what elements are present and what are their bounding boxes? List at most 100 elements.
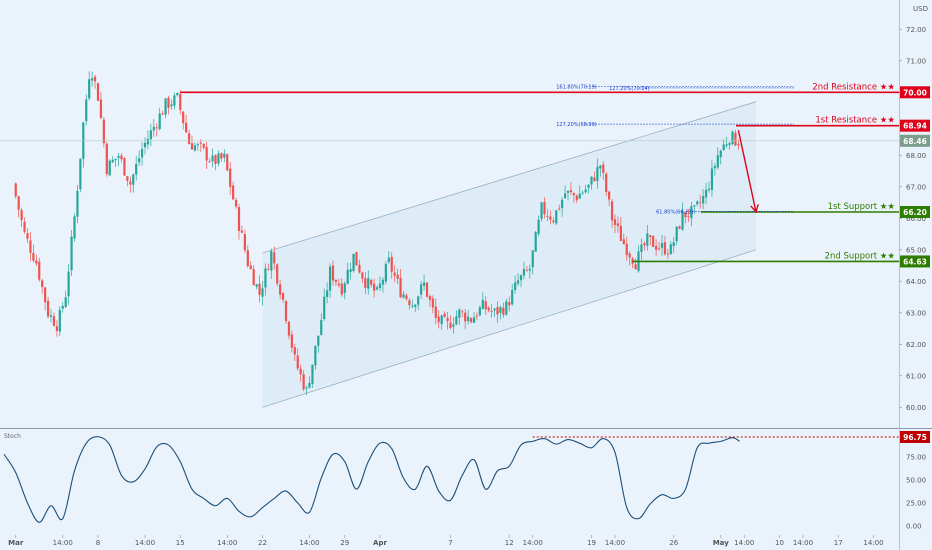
candle-down[interactable]: [187, 133, 191, 145]
candle-down[interactable]: [182, 111, 185, 124]
candle-up[interactable]: [261, 288, 264, 297]
candle-up[interactable]: [669, 244, 672, 255]
candle-up[interactable]: [493, 308, 496, 311]
stoch-pane[interactable]: [3, 436, 899, 523]
candle-down[interactable]: [484, 301, 487, 310]
candle-down[interactable]: [687, 216, 690, 217]
candle-up[interactable]: [702, 195, 705, 204]
price-axis[interactable]: 60.00 61.00 62.00 63.00 64.00 65.00 66.00 67.00…: [899, 26, 930, 531]
candle-up[interactable]: [193, 145, 197, 151]
candle-down[interactable]: [279, 284, 282, 295]
candle-up[interactable]: [587, 184, 590, 188]
candle-up[interactable]: [511, 290, 514, 305]
candle-up[interactable]: [158, 113, 161, 130]
candle-up[interactable]: [264, 268, 267, 288]
candle-up[interactable]: [646, 233, 649, 246]
candle-down[interactable]: [525, 269, 528, 271]
candle-up[interactable]: [728, 143, 731, 145]
candle-down[interactable]: [552, 220, 555, 223]
candle-down[interactable]: [290, 334, 293, 348]
candle-up[interactable]: [211, 155, 214, 162]
candle-up[interactable]: [149, 130, 152, 140]
candle-down[interactable]: [155, 127, 158, 129]
candle-up[interactable]: [85, 99, 88, 122]
candle-up[interactable]: [367, 278, 370, 289]
candle-up[interactable]: [132, 174, 135, 185]
candle-up[interactable]: [534, 232, 537, 252]
candle-up[interactable]: [481, 299, 484, 309]
channel-upper-line[interactable]: [262, 101, 757, 254]
candle-up[interactable]: [320, 320, 323, 335]
candle-down[interactable]: [652, 235, 655, 248]
candle-down[interactable]: [105, 143, 108, 175]
stoch-level-tag[interactable]: [900, 430, 930, 443]
candle-down[interactable]: [161, 113, 164, 115]
candle-down[interactable]: [14, 183, 17, 197]
candle-up[interactable]: [713, 166, 716, 169]
candle-down[interactable]: [575, 195, 578, 201]
candle-down[interactable]: [29, 240, 32, 253]
candle-up[interactable]: [402, 294, 405, 298]
candle-down[interactable]: [619, 225, 622, 242]
candle-up[interactable]: [176, 93, 179, 96]
candle-up[interactable]: [217, 153, 220, 164]
time-axis[interactable]: Mar 14:00 8 14:00 15 14:00 22 14:00 29 Apr 7 12 14:0…: [8, 535, 884, 547]
candle-down[interactable]: [120, 155, 123, 160]
candle-down[interactable]: [234, 199, 238, 207]
candle-up[interactable]: [528, 268, 531, 271]
candle-down[interactable]: [399, 277, 402, 298]
candle-up[interactable]: [152, 126, 155, 131]
support-price-tag[interactable]: [900, 205, 930, 218]
candle-down[interactable]: [405, 295, 408, 300]
candle-up[interactable]: [108, 160, 111, 176]
candle-up[interactable]: [675, 226, 678, 242]
candle-up[interactable]: [70, 236, 73, 271]
candle-down[interactable]: [331, 265, 335, 281]
candle-up[interactable]: [516, 280, 520, 284]
candle-down[interactable]: [226, 154, 229, 171]
candle-up[interactable]: [590, 176, 593, 185]
candle-up[interactable]: [79, 158, 82, 190]
candle-down[interactable]: [678, 226, 681, 229]
candle-down[interactable]: [240, 230, 244, 233]
candle-down[interactable]: [543, 202, 546, 215]
candle-down[interactable]: [502, 307, 505, 315]
candle-down[interactable]: [276, 264, 279, 284]
candle-up[interactable]: [76, 190, 79, 217]
candle-up[interactable]: [326, 290, 329, 298]
candle-up[interactable]: [710, 168, 714, 190]
candle-up[interactable]: [505, 301, 508, 315]
candle-down[interactable]: [232, 185, 235, 200]
candle-down[interactable]: [185, 122, 188, 133]
candle-up[interactable]: [660, 243, 664, 248]
candle-up[interactable]: [584, 189, 587, 193]
candle-up[interactable]: [346, 269, 349, 284]
candle-down[interactable]: [299, 368, 302, 375]
candle-down[interactable]: [361, 272, 364, 279]
candle-down[interactable]: [102, 119, 105, 144]
candle-up[interactable]: [478, 307, 481, 316]
candle-down[interactable]: [52, 316, 56, 326]
candle-up[interactable]: [314, 345, 317, 366]
candle-up[interactable]: [599, 165, 602, 169]
candle-up[interactable]: [91, 78, 94, 81]
candle-up[interactable]: [561, 199, 564, 209]
candle-down[interactable]: [546, 215, 549, 217]
candle-up[interactable]: [352, 253, 355, 272]
candle-down[interactable]: [334, 279, 338, 282]
candle-up[interactable]: [140, 149, 144, 158]
candle-down[interactable]: [663, 242, 667, 255]
candle-down[interactable]: [258, 283, 261, 295]
candle-down[interactable]: [93, 76, 97, 82]
candle-up[interactable]: [67, 271, 70, 297]
candle-up[interactable]: [270, 251, 273, 271]
candle-down[interactable]: [490, 310, 493, 312]
candle-down[interactable]: [296, 355, 299, 369]
candle-up[interactable]: [117, 155, 120, 158]
candle-up[interactable]: [64, 297, 67, 308]
candle-up[interactable]: [375, 287, 379, 290]
candle-down[interactable]: [431, 298, 434, 308]
candle-down[interactable]: [634, 264, 637, 270]
candle-up[interactable]: [111, 159, 114, 163]
candle-down[interactable]: [293, 347, 296, 355]
